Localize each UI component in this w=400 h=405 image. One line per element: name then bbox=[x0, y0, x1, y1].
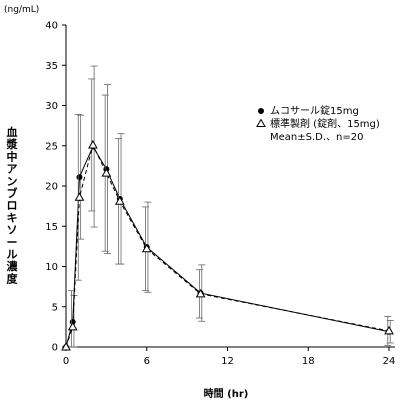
y-axis-label-char: ル bbox=[7, 248, 18, 261]
y-axis-label-char: ー bbox=[7, 236, 18, 249]
data-point-triangle bbox=[195, 288, 206, 298]
data-point-triangle bbox=[101, 168, 112, 177]
data-point-triangle bbox=[141, 243, 152, 253]
y-tick-label: 5 bbox=[52, 302, 58, 313]
y-axis-label-char: 濃 bbox=[7, 259, 19, 273]
y-tick-label: 15 bbox=[45, 222, 58, 233]
data-point-circle bbox=[76, 174, 83, 181]
series-layer bbox=[61, 65, 394, 351]
legend-entry-0: ムコサール錠15mg bbox=[270, 104, 359, 117]
data-point-triangle bbox=[74, 192, 85, 201]
y-axis-label-char: 漿 bbox=[6, 137, 18, 151]
x-tick-label: 12 bbox=[221, 356, 234, 367]
y-axis-label-char: 中 bbox=[7, 149, 18, 163]
legend-marker-triangle bbox=[256, 118, 266, 127]
y-tick-label: 25 bbox=[45, 141, 58, 152]
y-tick-label: 10 bbox=[45, 262, 58, 273]
series-line-1 bbox=[65, 143, 390, 348]
y-axis-label-char: ソ bbox=[7, 224, 18, 237]
y-axis-label-char: ン bbox=[7, 175, 18, 188]
x-tick-label: 18 bbox=[302, 356, 315, 367]
y-axis-label-char: 血 bbox=[7, 125, 18, 139]
y-axis-label-char: ロ bbox=[7, 199, 18, 212]
data-point-triangle bbox=[114, 196, 125, 205]
x-tick-label: 6 bbox=[144, 356, 150, 367]
data-point-triangle bbox=[61, 341, 71, 351]
y-axis-label-char: 度 bbox=[7, 271, 19, 285]
data-point-triangle bbox=[67, 321, 78, 331]
legend-annotation: Mean±S.D.、n=20 bbox=[270, 132, 363, 143]
legend-entry-1: 標準製剤 (錠剤、15mg) bbox=[270, 117, 380, 130]
y-axis-label-char: キ bbox=[7, 211, 18, 224]
x-tick-label: 0 bbox=[63, 356, 69, 367]
y-tick-label: 0 bbox=[52, 343, 58, 354]
y-tick-label: 35 bbox=[45, 61, 58, 72]
series-line-0 bbox=[65, 145, 390, 348]
y-axis-label-char: ブ bbox=[7, 186, 18, 200]
legend-marker-circle bbox=[258, 108, 264, 114]
y-tick-label: 20 bbox=[45, 182, 58, 193]
legend: ムコサール錠15mg 標準製剤 (錠剤、15mg) Mean±S.D.、n=20 bbox=[256, 104, 380, 143]
data-point-triangle bbox=[88, 139, 98, 149]
x-axis-label: 時間 (hr) bbox=[204, 387, 249, 400]
x-axis-ticks: 0 6 12 18 24 bbox=[63, 347, 396, 367]
y-tick-label: 40 bbox=[45, 21, 58, 32]
y-axis-unit: (ng/mL) bbox=[4, 5, 39, 15]
x-tick-label: 24 bbox=[383, 356, 396, 367]
y-tick-label: 30 bbox=[45, 101, 58, 112]
data-point-triangle bbox=[384, 325, 394, 335]
y-axis-ticks: 0 5 10 15 20 25 30 35 40 bbox=[45, 21, 66, 354]
series-1 bbox=[61, 78, 394, 351]
y-axis-label-char: ア bbox=[7, 163, 18, 176]
